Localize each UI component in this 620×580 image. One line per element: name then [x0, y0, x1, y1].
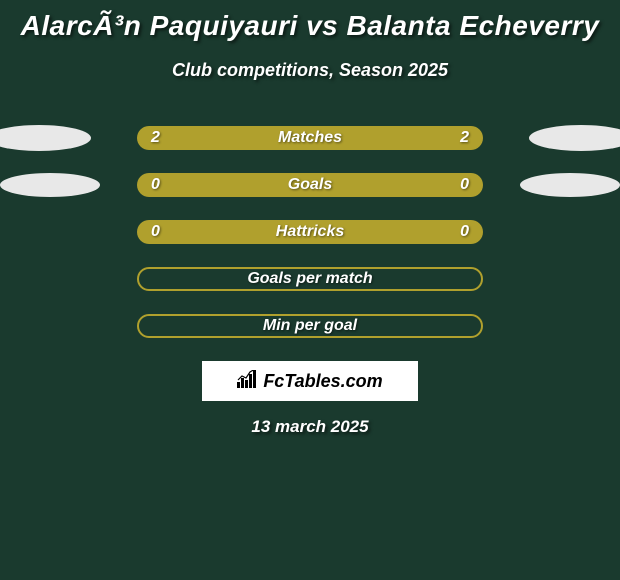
stat-bar-goals: 0 Goals 0 — [137, 173, 483, 197]
brand-logo-box[interactable]: FcTables.com — [202, 361, 418, 401]
stat-row-mpg: Min per goal — [0, 314, 620, 338]
stat-bar-hattricks: 0 Hattricks 0 — [137, 220, 483, 244]
left-ellipse-goals — [0, 173, 100, 197]
stat-label-hattricks: Hattricks — [276, 223, 344, 241]
right-value-goals: 0 — [460, 176, 469, 194]
stat-bar-mpg: Min per goal — [137, 314, 483, 338]
stat-row-gpm: Goals per match — [0, 267, 620, 291]
widget-container: AlarcÃ³n Paquiyauri vs Balanta Echeverry… — [0, 0, 620, 447]
brand-logo-text: FcTables.com — [263, 371, 382, 392]
comparison-title: AlarcÃ³n Paquiyauri vs Balanta Echeverry — [0, 10, 620, 42]
date-label: 13 march 2025 — [0, 417, 620, 437]
left-value-hattricks: 0 — [151, 223, 160, 241]
bars-icon — [237, 370, 259, 393]
left-value-goals: 0 — [151, 176, 160, 194]
stat-row-matches: 2 Matches 2 — [0, 126, 620, 150]
right-ellipse-matches — [529, 125, 620, 151]
stat-label-matches: Matches — [278, 129, 342, 147]
stat-label-mpg: Min per goal — [263, 317, 357, 335]
brand-logo-content: FcTables.com — [237, 370, 382, 393]
competition-subtitle: Club competitions, Season 2025 — [0, 60, 620, 81]
stat-bar-matches: 2 Matches 2 — [137, 126, 483, 150]
stat-row-hattricks: 0 Hattricks 0 — [0, 220, 620, 244]
stat-row-goals: 0 Goals 0 — [0, 173, 620, 197]
right-value-hattricks: 0 — [460, 223, 469, 241]
stat-bar-gpm: Goals per match — [137, 267, 483, 291]
left-value-matches: 2 — [151, 129, 160, 147]
right-value-matches: 2 — [460, 129, 469, 147]
left-ellipse-matches — [0, 125, 91, 151]
stat-label-goals: Goals — [288, 176, 332, 194]
right-ellipse-goals — [520, 173, 620, 197]
stat-label-gpm: Goals per match — [247, 270, 372, 288]
